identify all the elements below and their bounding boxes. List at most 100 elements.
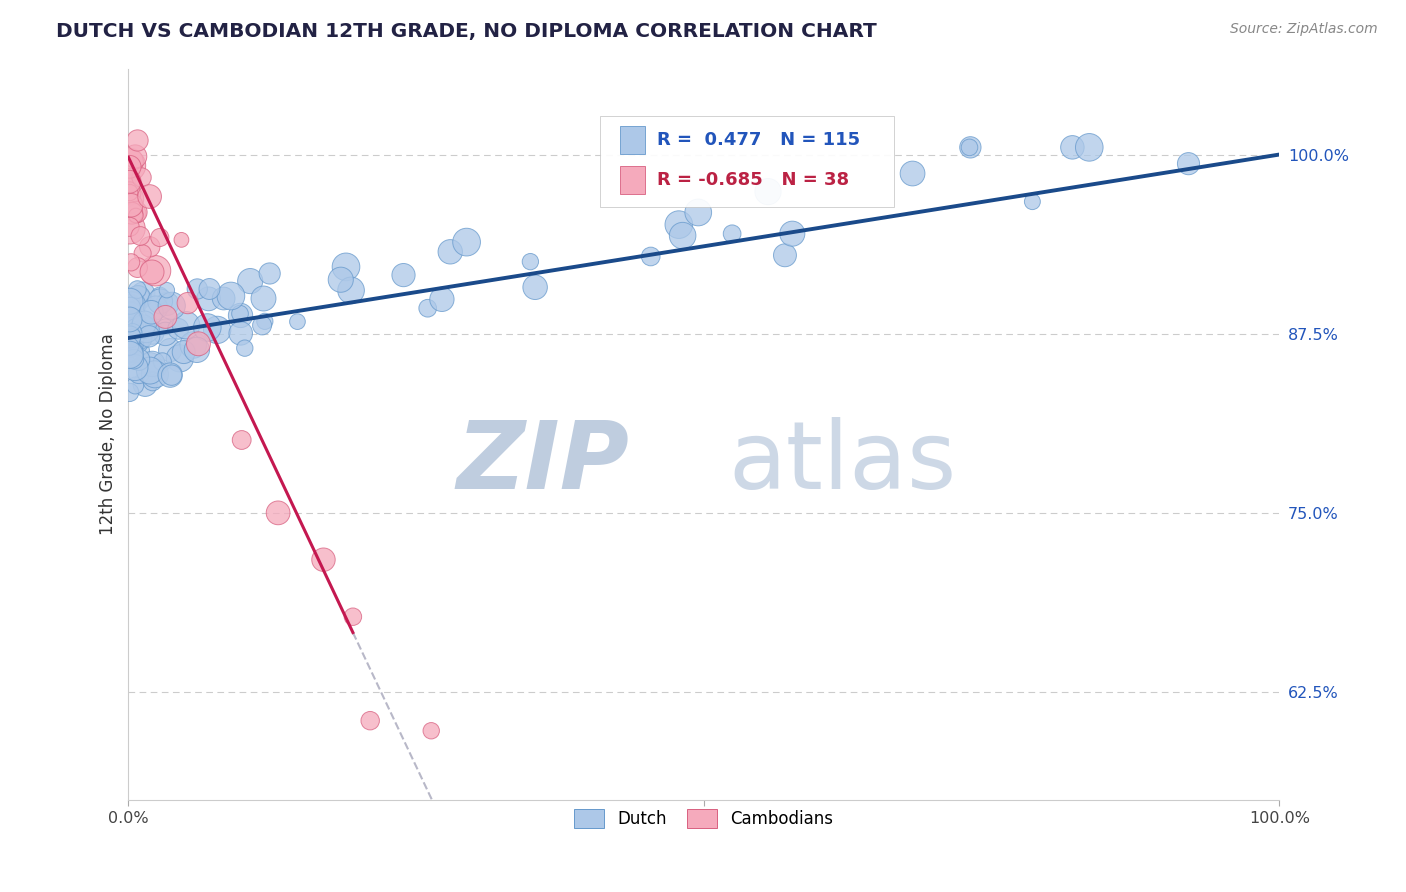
Point	[160, 368, 183, 383]
Point	[135, 323, 157, 337]
Point	[456, 235, 478, 249]
Point	[167, 322, 190, 336]
Point	[121, 331, 143, 345]
Point	[127, 260, 149, 275]
Point	[118, 336, 141, 351]
Point	[129, 229, 152, 244]
Point	[187, 336, 209, 351]
Point	[721, 227, 744, 241]
Point	[149, 230, 172, 244]
Point	[173, 345, 195, 359]
Point	[186, 282, 208, 296]
Point	[672, 228, 695, 243]
Point	[118, 385, 141, 400]
Point	[125, 205, 148, 219]
Point	[149, 294, 172, 309]
Point	[134, 316, 156, 330]
Point	[329, 273, 352, 287]
Point	[253, 314, 276, 328]
Point	[127, 334, 149, 349]
Bar	[620, 166, 645, 194]
Point	[174, 318, 197, 333]
Text: Source: ZipAtlas.com: Source: ZipAtlas.com	[1230, 22, 1378, 37]
Point	[155, 326, 177, 341]
Point	[524, 280, 547, 294]
Point	[430, 293, 453, 307]
Point	[229, 326, 252, 341]
Point	[229, 307, 252, 321]
Point	[312, 552, 335, 566]
Point	[121, 206, 143, 220]
Point	[335, 260, 357, 274]
Point	[122, 316, 145, 330]
Point	[124, 149, 146, 163]
Point	[155, 310, 177, 324]
Point	[160, 299, 183, 313]
Point	[1177, 156, 1199, 170]
Point	[212, 292, 235, 306]
Point	[145, 264, 167, 278]
Text: R = -0.685   N = 38: R = -0.685 N = 38	[657, 170, 849, 188]
Point	[122, 317, 145, 331]
FancyBboxPatch shape	[600, 116, 894, 208]
Point	[131, 170, 153, 185]
Point	[121, 326, 143, 340]
Point	[519, 254, 541, 268]
Point	[756, 185, 779, 199]
Point	[231, 433, 253, 447]
Point	[139, 363, 162, 377]
Point	[118, 345, 141, 359]
Point	[146, 360, 169, 375]
Point	[177, 296, 200, 310]
Point	[340, 284, 363, 298]
Point	[205, 323, 228, 337]
Point	[128, 343, 150, 358]
Point	[252, 292, 274, 306]
Point	[186, 343, 208, 357]
Point	[439, 244, 461, 259]
Point	[416, 301, 439, 316]
Point	[124, 378, 146, 392]
Point	[118, 344, 141, 359]
Point	[122, 326, 145, 341]
Point	[156, 297, 179, 311]
Point	[128, 366, 150, 380]
Point	[121, 331, 143, 345]
Point	[118, 219, 141, 234]
Point	[239, 274, 262, 288]
Text: ZIP: ZIP	[457, 417, 628, 509]
Point	[195, 320, 218, 334]
Point	[267, 506, 290, 520]
Point	[127, 291, 149, 305]
Point	[392, 268, 415, 282]
Point	[773, 248, 796, 262]
Point	[131, 332, 153, 346]
Point	[121, 329, 143, 343]
Text: atlas: atlas	[728, 417, 956, 509]
Y-axis label: 12th Grade, No Diploma: 12th Grade, No Diploma	[100, 333, 117, 535]
Point	[120, 169, 142, 184]
Point	[640, 250, 662, 264]
Point	[132, 287, 155, 301]
Point	[118, 307, 141, 321]
Point	[120, 198, 142, 212]
Point	[145, 301, 167, 315]
Point	[120, 339, 142, 353]
Point	[121, 319, 143, 334]
Point	[1078, 140, 1101, 154]
Point	[124, 360, 146, 375]
Point	[250, 318, 273, 333]
Point	[127, 133, 149, 147]
Point	[959, 140, 981, 154]
Point	[118, 294, 141, 309]
Point	[359, 714, 381, 728]
Point	[120, 154, 142, 169]
Point	[782, 227, 804, 241]
Point	[170, 233, 193, 247]
Point	[219, 289, 242, 303]
Point	[141, 357, 163, 371]
Point	[181, 338, 204, 352]
Point	[118, 348, 141, 362]
Point	[420, 723, 443, 738]
Point	[127, 283, 149, 297]
